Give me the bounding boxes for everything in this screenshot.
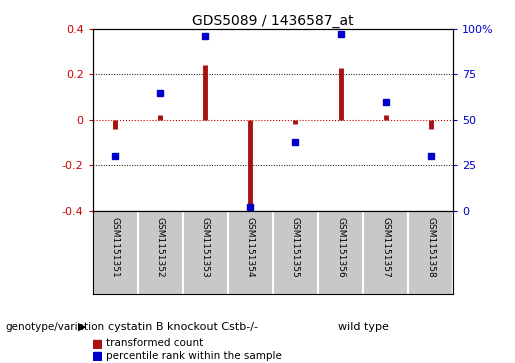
- Text: wild type: wild type: [338, 322, 388, 332]
- Title: GDS5089 / 1436587_at: GDS5089 / 1436587_at: [192, 14, 354, 28]
- Text: GSM1151358: GSM1151358: [426, 217, 435, 278]
- Text: GSM1151352: GSM1151352: [156, 217, 165, 278]
- Text: percentile rank within the sample: percentile rank within the sample: [106, 351, 282, 361]
- Text: GSM1151355: GSM1151355: [291, 217, 300, 278]
- Text: GSM1151353: GSM1151353: [201, 217, 210, 278]
- Text: genotype/variation: genotype/variation: [5, 322, 104, 332]
- Text: ▶: ▶: [78, 322, 87, 332]
- Text: GSM1151356: GSM1151356: [336, 217, 345, 278]
- Text: GSM1151354: GSM1151354: [246, 217, 255, 278]
- Text: GSM1151357: GSM1151357: [381, 217, 390, 278]
- Bar: [93, 340, 101, 348]
- Text: cystatin B knockout Cstb-/-: cystatin B knockout Cstb-/-: [108, 322, 258, 332]
- Text: GSM1151351: GSM1151351: [111, 217, 119, 278]
- Text: transformed count: transformed count: [106, 338, 203, 348]
- Bar: [93, 352, 101, 360]
